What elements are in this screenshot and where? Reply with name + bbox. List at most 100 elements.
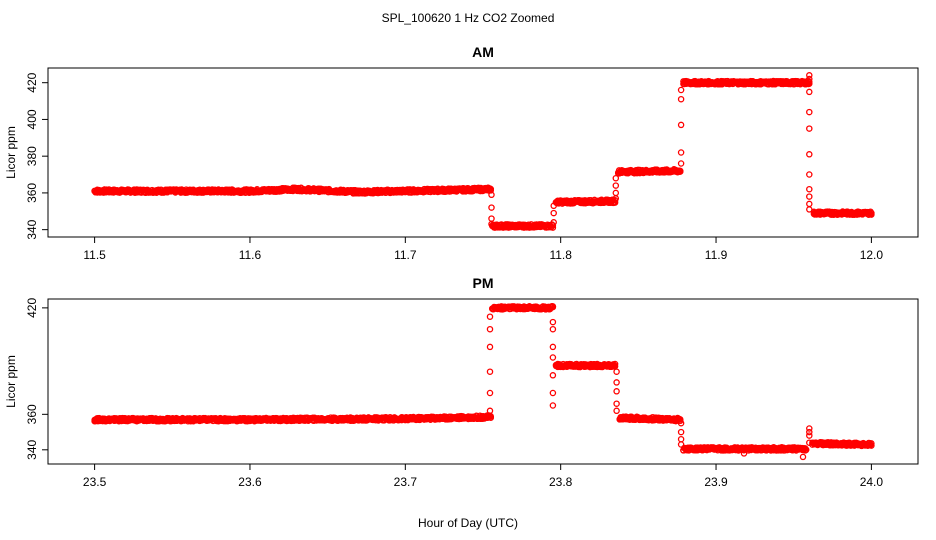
data-point <box>486 389 494 397</box>
data-point <box>486 407 494 415</box>
data-point <box>806 193 813 200</box>
data-point <box>613 400 620 407</box>
x-tick-label: 11.9 <box>705 248 728 262</box>
y-tick-label: 360 <box>25 404 39 424</box>
y-tick-label: 420 <box>25 298 39 318</box>
data-point <box>611 360 619 368</box>
data-point <box>487 185 495 193</box>
data-point <box>802 446 810 453</box>
y-tick-label: 360 <box>25 183 39 203</box>
data-point <box>549 402 557 409</box>
y-tick-label: 340 <box>25 219 39 239</box>
data-point <box>549 389 557 397</box>
data-point <box>488 204 495 211</box>
data-point <box>612 189 620 197</box>
y-tick-label: 420 <box>25 72 39 92</box>
data-point <box>488 220 495 228</box>
data-point <box>677 86 685 94</box>
data-point <box>806 88 813 96</box>
data-point <box>677 441 685 448</box>
data-point <box>799 453 807 461</box>
data-point <box>549 325 557 333</box>
data-point <box>868 209 875 217</box>
data-point <box>867 441 874 448</box>
data-point <box>612 182 620 189</box>
data-point <box>677 419 685 427</box>
data-point <box>550 209 557 217</box>
x-tick-label: 23.9 <box>704 475 728 489</box>
data-point <box>806 428 813 436</box>
x-tick-label: 11.6 <box>239 248 262 262</box>
data-point <box>549 372 557 379</box>
pm-y-axis-label: Licor ppm <box>4 355 18 408</box>
data-point <box>613 407 620 415</box>
data-point <box>549 303 557 310</box>
x-tick-label: 23.8 <box>549 475 573 489</box>
data-point <box>677 95 685 103</box>
pm-plot-frame <box>47 298 919 465</box>
data-point <box>740 450 748 457</box>
data-point <box>677 168 684 175</box>
x-tick-label: 23.7 <box>394 475 418 489</box>
data-point <box>486 368 494 375</box>
data-point <box>806 171 813 178</box>
data-point <box>677 121 685 129</box>
x-tick-label: 11.8 <box>549 248 572 262</box>
pm-points <box>91 303 875 461</box>
data-point <box>550 219 557 226</box>
x-tick-label: 11.5 <box>83 248 106 262</box>
data-point <box>613 379 620 386</box>
data-point <box>806 206 813 213</box>
data-point <box>488 191 495 199</box>
data-point <box>806 425 813 432</box>
data-point <box>677 435 685 443</box>
data-point <box>868 440 875 447</box>
data-point <box>806 78 813 86</box>
x-tick-label: 24.0 <box>860 475 884 489</box>
data-point <box>549 354 557 361</box>
y-tick-label: 400 <box>25 109 39 129</box>
data-point <box>806 185 813 193</box>
y-tick-label: 340 <box>25 439 39 459</box>
data-point <box>486 325 494 333</box>
x-axis-label: Hour of Day (UTC) <box>418 516 518 530</box>
am-points <box>91 72 875 231</box>
y-tick-label: 380 <box>25 146 39 166</box>
data-point <box>806 108 813 116</box>
data-point <box>806 125 813 132</box>
data-point <box>806 72 813 79</box>
x-tick-label: 12.0 <box>860 248 884 262</box>
data-point <box>806 200 813 208</box>
am-panel: AM Licor ppm 11.5 11.6 11.7 11.8 11.9 12.0 340 36… <box>4 44 919 262</box>
pm-panel-title: PM <box>473 275 494 291</box>
am-plot-frame <box>47 67 919 238</box>
am-panel-title: AM <box>472 44 494 60</box>
data-point <box>868 442 875 449</box>
pm-panel: PM Licor ppm 23.5 23.6 23.7 23.8 23.9 24.0 340 36… <box>4 275 919 489</box>
data-point <box>806 439 813 446</box>
data-point <box>611 199 619 206</box>
data-point <box>612 174 620 182</box>
data-point <box>613 388 620 395</box>
data-point <box>486 313 494 320</box>
am-y-axis-label: Licor ppm <box>4 126 18 179</box>
data-point <box>677 428 685 436</box>
figure-title: SPL_100620 1 Hz CO2 Zoomed <box>382 11 555 25</box>
data-point <box>487 414 495 421</box>
data-point <box>549 222 557 229</box>
data-point <box>550 202 557 210</box>
data-point <box>806 75 813 83</box>
data-point <box>806 432 813 439</box>
data-point <box>549 343 557 351</box>
data-point <box>486 343 494 351</box>
x-tick-label: 11.7 <box>394 248 417 262</box>
x-tick-label: 23.5 <box>83 475 107 489</box>
data-point <box>613 368 620 375</box>
data-point <box>677 160 685 167</box>
data-point <box>488 215 495 222</box>
data-point <box>549 318 557 326</box>
data-point <box>677 149 685 156</box>
data-point <box>806 151 813 158</box>
x-tick-label: 23.6 <box>238 475 262 489</box>
